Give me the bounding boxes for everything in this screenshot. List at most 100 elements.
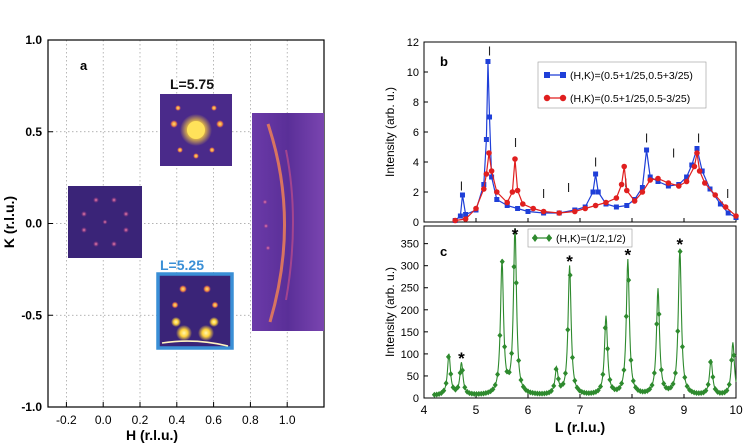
data-point-circle — [556, 210, 562, 216]
legend-b2-marker — [559, 94, 567, 102]
data-point-diamond — [616, 384, 622, 391]
peak-star: * — [512, 225, 519, 244]
y-tick-label: 4 — [413, 157, 419, 169]
data-point-diamond — [518, 377, 524, 384]
data-point-circle — [712, 192, 718, 198]
data-point-diamond — [661, 380, 667, 387]
data-point-diamond — [497, 332, 503, 339]
data-point-circle — [631, 198, 638, 204]
inset-left-peaks — [81, 197, 129, 247]
x-tick-label: 0.0 — [95, 413, 112, 427]
panel-a-ticks: -0.2 0.0 0.2 0.4 0.6 0.8 1.0 -1.0 -0.5 0.0 0.5 1.0 — [21, 33, 296, 427]
data-point-circle — [462, 216, 469, 222]
data-point-circle — [613, 195, 620, 201]
data-point-circle — [473, 205, 479, 212]
data-point-circle — [592, 202, 599, 209]
x-tick-label: 0.2 — [132, 413, 149, 427]
data-point-diamond — [516, 357, 522, 364]
inset-l525-streak — [161, 340, 229, 347]
data-point-diamond — [567, 272, 573, 279]
legend-b1-marker — [544, 72, 550, 78]
y-tick-label: 0.5 — [25, 125, 42, 139]
data-point-square — [481, 182, 487, 187]
legend-c1-marker — [532, 234, 538, 242]
data-point-diamond — [675, 328, 681, 335]
peak-star: * — [677, 235, 684, 254]
peak-star: * — [625, 246, 632, 265]
data-point-circle — [722, 204, 729, 210]
x-tick-label: 6 — [525, 403, 532, 417]
x-tick-label: 10 — [729, 403, 743, 417]
inset-l525-peaks — [171, 285, 219, 309]
x-tick-label: 9 — [681, 403, 688, 417]
peak-star: * — [458, 349, 465, 368]
strip-inner-arc — [285, 149, 294, 301]
y-tick-label: 150 — [401, 327, 419, 339]
data-point-circle — [481, 186, 487, 192]
y-tick-label: 300 — [401, 261, 419, 273]
panel-c-ylabel: Intensity (arb. u.) — [383, 267, 397, 357]
inset-l575-satellites — [170, 105, 224, 159]
y-tick-label: 200 — [401, 305, 419, 317]
data-point-square — [483, 137, 489, 142]
y-tick-label: 0 — [413, 217, 419, 229]
data-point-diamond — [607, 376, 613, 383]
data-point-circle — [618, 181, 625, 188]
data-point-circle — [694, 150, 700, 156]
x-tick-label: 0.4 — [168, 413, 185, 427]
data-point-square — [725, 210, 731, 216]
data-point-diamond — [654, 320, 660, 327]
x-tick-label: 5 — [473, 403, 480, 417]
data-point-diamond — [600, 371, 606, 378]
y-tick-label: 0 — [413, 393, 419, 405]
inset-l575-center-core — [187, 121, 205, 139]
data-point-diamond — [551, 382, 557, 389]
data-point-circle — [582, 205, 588, 212]
panel-c-legend: (H,K)=(1/2,1/2) — [527, 228, 633, 248]
data-point-diamond — [710, 374, 716, 381]
panel-a-xlabel: H (r.l.u.) — [126, 427, 178, 443]
data-point-diamond — [511, 263, 517, 270]
data-point-diamond — [621, 367, 627, 374]
panel-c-series — [431, 228, 737, 398]
data-point-diamond — [605, 345, 611, 352]
inset-left — [68, 186, 142, 258]
data-point-diamond — [703, 387, 709, 394]
data-point-square — [595, 189, 601, 195]
data-point-circle — [683, 178, 690, 185]
data-point-diamond — [509, 350, 515, 357]
y-tick-label: -0.5 — [21, 308, 42, 322]
data-point-circle — [488, 168, 495, 174]
y-tick-label: 2 — [413, 187, 419, 199]
panel-a-ylabel: K (r.l.u.) — [1, 196, 17, 248]
data-point-circle — [540, 208, 547, 215]
panel-b-series — [452, 59, 739, 224]
data-point-circle — [624, 187, 630, 194]
inset-l575 — [160, 94, 232, 166]
legend-c1-text: (H,K)=(1/2,1/2) — [556, 233, 626, 245]
panel-a: a L=5.75 L=5.25 -0.2 0.0 0.2 0.4 0.6 0.8 1.0 -1… — [1, 33, 325, 443]
y-tick-label: 100 — [401, 349, 419, 361]
peak-star: * — [566, 252, 573, 271]
inset-right-strip — [252, 113, 324, 331]
data-point-square — [644, 147, 650, 153]
y-tick-label: 350 — [401, 239, 419, 251]
data-point-circle — [647, 177, 653, 183]
panel-b-label: b — [440, 54, 448, 69]
data-point-circle — [504, 199, 511, 206]
data-point-square — [459, 192, 465, 198]
data-point-square — [624, 203, 630, 208]
data-point-square — [504, 203, 510, 208]
x-tick-label: 4 — [421, 403, 428, 417]
data-point-diamond — [656, 311, 662, 318]
data-point-circle — [572, 208, 578, 215]
data-point-diamond — [555, 375, 561, 382]
data-point-square — [684, 174, 690, 180]
inset-bottom-label: L=5.25 — [160, 257, 204, 273]
legend-b1-marker — [560, 72, 566, 78]
strip-ring-arc — [266, 123, 286, 323]
data-point-circle — [452, 217, 459, 224]
panel-c-star-markers: * * * * * — [458, 225, 683, 368]
data-point-diamond — [630, 377, 636, 384]
